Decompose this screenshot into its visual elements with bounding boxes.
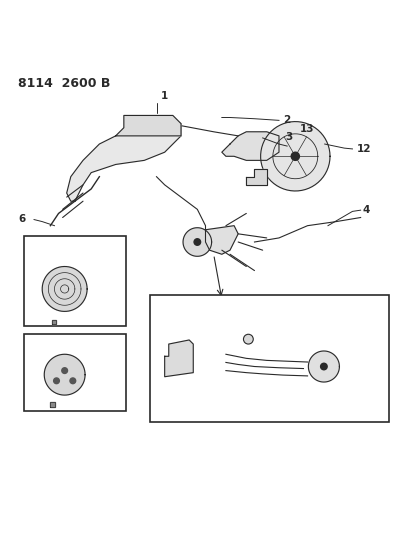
Polygon shape bbox=[115, 116, 181, 136]
Polygon shape bbox=[165, 340, 193, 377]
Text: 9: 9 bbox=[187, 339, 194, 349]
Text: 5: 5 bbox=[107, 282, 114, 293]
Text: 10: 10 bbox=[151, 349, 165, 359]
Text: 11: 11 bbox=[223, 398, 237, 408]
Bar bbox=[24, 236, 126, 326]
Text: 7: 7 bbox=[336, 333, 344, 343]
Polygon shape bbox=[42, 266, 87, 311]
Circle shape bbox=[243, 334, 253, 344]
Bar bbox=[150, 295, 389, 422]
Text: 14: 14 bbox=[107, 368, 121, 378]
Polygon shape bbox=[50, 402, 55, 407]
Polygon shape bbox=[183, 228, 212, 256]
Text: 13: 13 bbox=[299, 124, 314, 134]
Circle shape bbox=[70, 378, 76, 384]
Text: 1: 1 bbox=[161, 91, 168, 101]
Text: 2: 2 bbox=[283, 115, 290, 125]
Circle shape bbox=[291, 152, 299, 160]
Polygon shape bbox=[206, 225, 238, 254]
Polygon shape bbox=[53, 320, 56, 324]
Polygon shape bbox=[44, 354, 85, 395]
Polygon shape bbox=[246, 168, 267, 185]
Circle shape bbox=[62, 368, 67, 374]
Text: 12: 12 bbox=[356, 144, 371, 154]
Polygon shape bbox=[261, 122, 330, 191]
Polygon shape bbox=[67, 119, 181, 201]
Text: 6: 6 bbox=[18, 214, 26, 224]
Polygon shape bbox=[222, 132, 279, 160]
Text: 6: 6 bbox=[263, 398, 270, 408]
Circle shape bbox=[54, 378, 59, 384]
Text: 8114  2600 B: 8114 2600 B bbox=[18, 77, 110, 91]
Text: 4: 4 bbox=[363, 205, 370, 215]
Circle shape bbox=[321, 364, 327, 370]
Bar bbox=[24, 334, 126, 411]
Text: 3: 3 bbox=[285, 132, 292, 142]
Polygon shape bbox=[308, 351, 339, 382]
Text: 8: 8 bbox=[261, 325, 268, 335]
Circle shape bbox=[194, 239, 201, 245]
